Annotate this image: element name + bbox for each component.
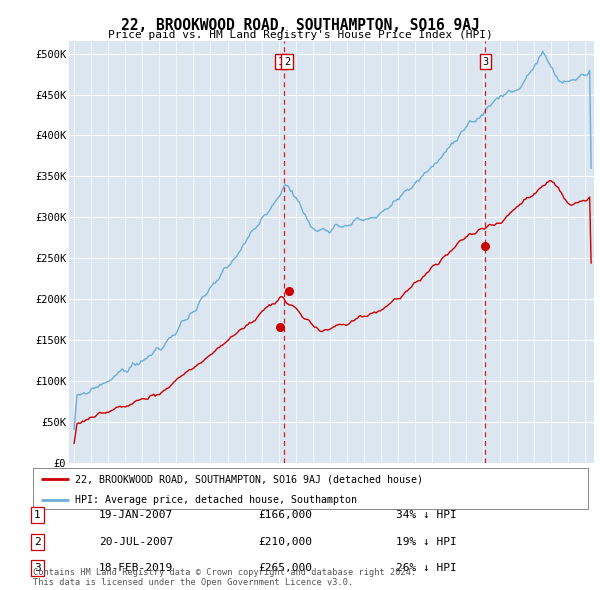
Text: 20-JUL-2007: 20-JUL-2007 xyxy=(99,537,173,546)
Text: 3: 3 xyxy=(34,563,41,573)
Text: 1: 1 xyxy=(278,57,284,67)
Text: Contains HM Land Registry data © Crown copyright and database right 2024.
This d: Contains HM Land Registry data © Crown c… xyxy=(33,568,416,587)
Text: 19% ↓ HPI: 19% ↓ HPI xyxy=(396,537,457,546)
Text: 22, BROOKWOOD ROAD, SOUTHAMPTON, SO16 9AJ (detached house): 22, BROOKWOOD ROAD, SOUTHAMPTON, SO16 9A… xyxy=(74,474,422,484)
Text: 3: 3 xyxy=(482,57,488,67)
Text: HPI: Average price, detached house, Southampton: HPI: Average price, detached house, Sout… xyxy=(74,495,356,505)
Text: 19-JAN-2007: 19-JAN-2007 xyxy=(99,510,173,520)
Text: £210,000: £210,000 xyxy=(258,537,312,546)
Text: 1: 1 xyxy=(34,510,41,520)
Text: 22, BROOKWOOD ROAD, SOUTHAMPTON, SO16 9AJ: 22, BROOKWOOD ROAD, SOUTHAMPTON, SO16 9A… xyxy=(121,18,479,32)
Text: Price paid vs. HM Land Registry's House Price Index (HPI): Price paid vs. HM Land Registry's House … xyxy=(107,30,493,40)
Text: £265,000: £265,000 xyxy=(258,563,312,573)
Text: 26% ↓ HPI: 26% ↓ HPI xyxy=(396,563,457,573)
Text: 2: 2 xyxy=(34,537,41,546)
Text: £166,000: £166,000 xyxy=(258,510,312,520)
Text: 2: 2 xyxy=(284,57,290,67)
Text: 34% ↓ HPI: 34% ↓ HPI xyxy=(396,510,457,520)
Text: 18-FEB-2019: 18-FEB-2019 xyxy=(99,563,173,573)
